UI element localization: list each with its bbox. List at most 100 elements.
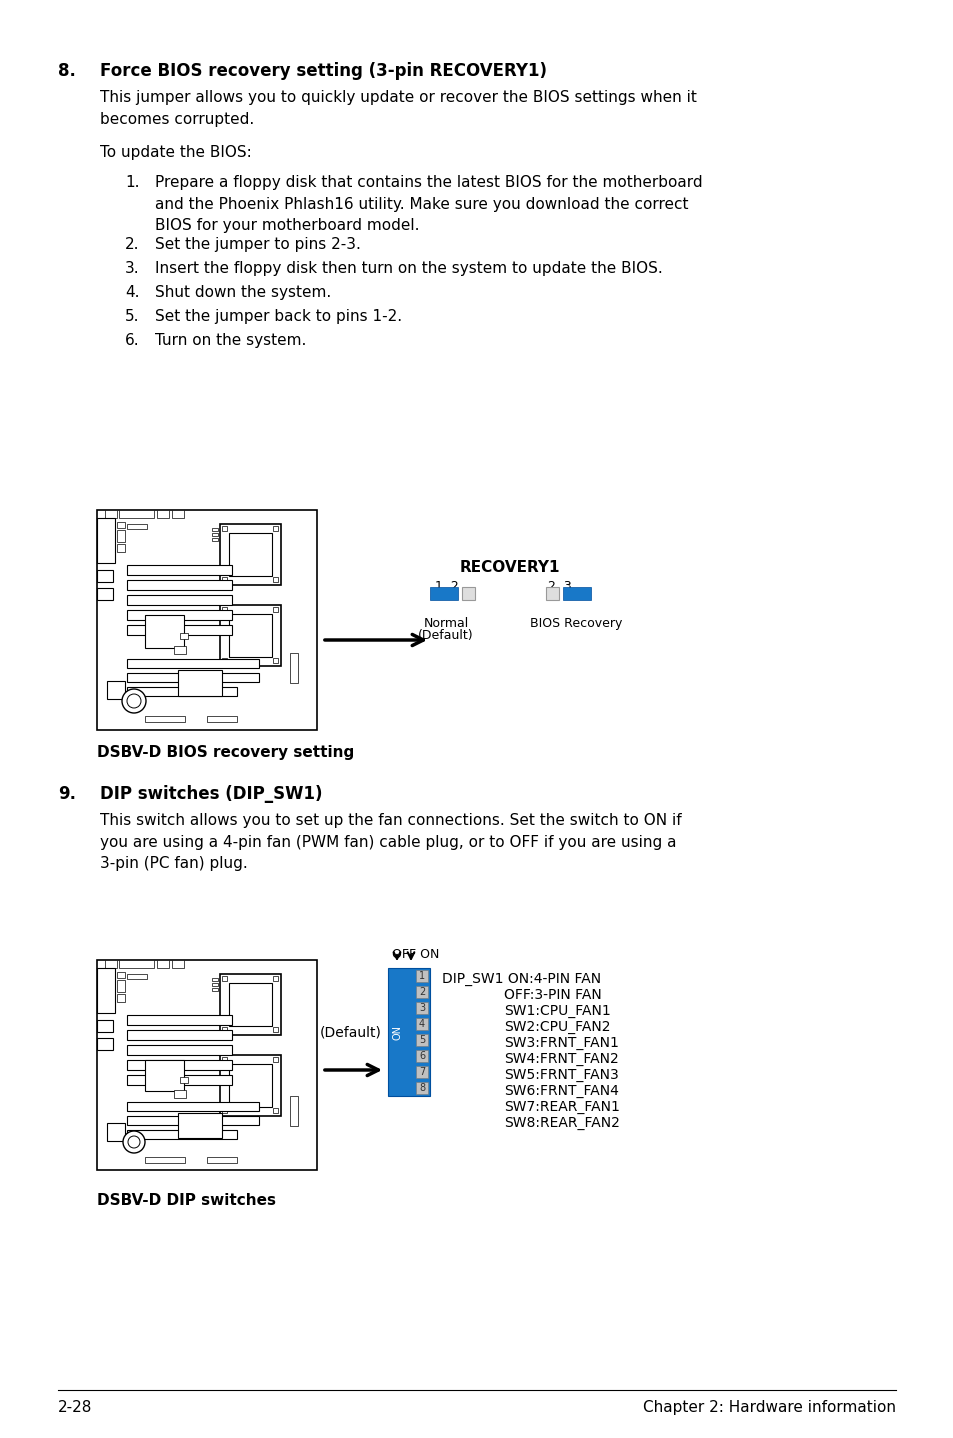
- Bar: [222, 1027, 227, 1032]
- Bar: [222, 577, 227, 582]
- Bar: [212, 984, 218, 986]
- Bar: [416, 1050, 428, 1063]
- Text: (Default): (Default): [417, 628, 474, 641]
- Bar: [117, 994, 125, 1002]
- Text: 9.: 9.: [58, 785, 76, 802]
- Text: 4.: 4.: [125, 285, 139, 301]
- Bar: [127, 1102, 258, 1112]
- Bar: [416, 971, 428, 982]
- Bar: [105, 510, 117, 518]
- Bar: [461, 587, 475, 600]
- Text: RECOVERY1: RECOVERY1: [459, 559, 559, 575]
- Bar: [220, 523, 281, 585]
- Bar: [173, 646, 186, 654]
- Bar: [273, 659, 277, 663]
- Bar: [212, 978, 218, 981]
- Text: 5: 5: [418, 1035, 425, 1045]
- Bar: [229, 614, 272, 657]
- Text: DIP switches (DIP_SW1): DIP switches (DIP_SW1): [100, 785, 322, 802]
- Bar: [416, 1034, 428, 1045]
- Text: Chapter 2: Hardware information: Chapter 2: Hardware information: [642, 1401, 895, 1415]
- Text: SW8:REAR_FAN2: SW8:REAR_FAN2: [503, 1116, 619, 1130]
- Bar: [173, 1090, 186, 1099]
- Bar: [222, 1109, 227, 1113]
- Bar: [97, 961, 316, 1171]
- Bar: [222, 1057, 227, 1063]
- Bar: [145, 1060, 184, 1091]
- Bar: [222, 659, 227, 663]
- Bar: [562, 587, 590, 600]
- Text: SW4:FRNT_FAN2: SW4:FRNT_FAN2: [503, 1053, 618, 1066]
- Bar: [105, 961, 117, 968]
- Bar: [127, 1116, 258, 1125]
- Bar: [127, 610, 232, 620]
- Bar: [180, 633, 188, 638]
- Bar: [127, 1030, 232, 1040]
- Text: This switch allows you to set up the fan connections. Set the switch to ON if
yo: This switch allows you to set up the fan…: [100, 812, 680, 871]
- Circle shape: [128, 1136, 140, 1148]
- Text: (Default): (Default): [320, 1025, 381, 1040]
- Bar: [416, 1018, 428, 1030]
- Bar: [273, 577, 277, 582]
- Text: SW7:REAR_FAN1: SW7:REAR_FAN1: [503, 1100, 619, 1114]
- Bar: [127, 1045, 232, 1055]
- Text: 2: 2: [418, 986, 425, 997]
- Text: OFF:3-PIN FAN: OFF:3-PIN FAN: [503, 988, 601, 1002]
- Bar: [212, 988, 218, 991]
- Bar: [127, 1015, 232, 1025]
- Text: 3.: 3.: [125, 262, 139, 276]
- Text: Set the jumper back to pins 1-2.: Set the jumper back to pins 1-2.: [154, 309, 402, 324]
- Bar: [273, 526, 277, 531]
- Bar: [97, 968, 115, 1012]
- Bar: [127, 595, 232, 605]
- Text: DIP_SW1 ON:4-PIN FAN: DIP_SW1 ON:4-PIN FAN: [441, 972, 600, 986]
- Bar: [127, 1076, 232, 1086]
- Bar: [222, 607, 227, 613]
- Bar: [222, 976, 227, 981]
- Bar: [290, 1096, 297, 1126]
- Bar: [416, 986, 428, 998]
- Bar: [107, 682, 125, 699]
- Text: This jumper allows you to quickly update or recover the BIOS settings when it
be: This jumper allows you to quickly update…: [100, 91, 696, 127]
- Bar: [207, 1158, 236, 1163]
- Bar: [220, 974, 281, 1035]
- Bar: [212, 528, 218, 531]
- Bar: [117, 544, 125, 552]
- Bar: [229, 984, 272, 1025]
- Circle shape: [127, 695, 141, 707]
- Text: 1.: 1.: [125, 175, 139, 190]
- Bar: [97, 588, 112, 600]
- Text: 8: 8: [418, 1083, 425, 1093]
- Bar: [119, 510, 153, 518]
- Text: 1  2: 1 2: [435, 580, 458, 592]
- Text: 5.: 5.: [125, 309, 139, 324]
- Text: Insert the floppy disk then turn on the system to update the BIOS.: Insert the floppy disk then turn on the …: [154, 262, 662, 276]
- Bar: [127, 673, 258, 682]
- Bar: [273, 1057, 277, 1063]
- Bar: [157, 510, 169, 518]
- Text: SW6:FRNT_FAN4: SW6:FRNT_FAN4: [503, 1084, 618, 1099]
- Bar: [107, 1123, 125, 1140]
- Bar: [117, 531, 125, 542]
- Bar: [273, 607, 277, 613]
- Bar: [157, 961, 169, 968]
- Bar: [145, 615, 184, 649]
- Text: Force BIOS recovery setting (3-pin RECOVERY1): Force BIOS recovery setting (3-pin RECOV…: [100, 62, 546, 81]
- Text: 6.: 6.: [125, 334, 139, 348]
- Text: SW2:CPU_FAN2: SW2:CPU_FAN2: [503, 1020, 610, 1034]
- Bar: [430, 587, 457, 600]
- Bar: [220, 605, 281, 666]
- Bar: [222, 526, 227, 531]
- Bar: [145, 1158, 185, 1163]
- Bar: [127, 687, 236, 696]
- Text: Prepare a floppy disk that contains the latest BIOS for the motherboard
and the : Prepare a floppy disk that contains the …: [154, 175, 702, 233]
- Bar: [180, 1077, 188, 1083]
- Bar: [97, 1038, 112, 1050]
- Bar: [207, 716, 236, 722]
- Bar: [117, 981, 125, 992]
- Bar: [273, 1109, 277, 1113]
- Bar: [97, 569, 112, 582]
- Text: ON: ON: [393, 1024, 402, 1040]
- Text: 4: 4: [418, 1020, 425, 1030]
- Bar: [416, 1066, 428, 1078]
